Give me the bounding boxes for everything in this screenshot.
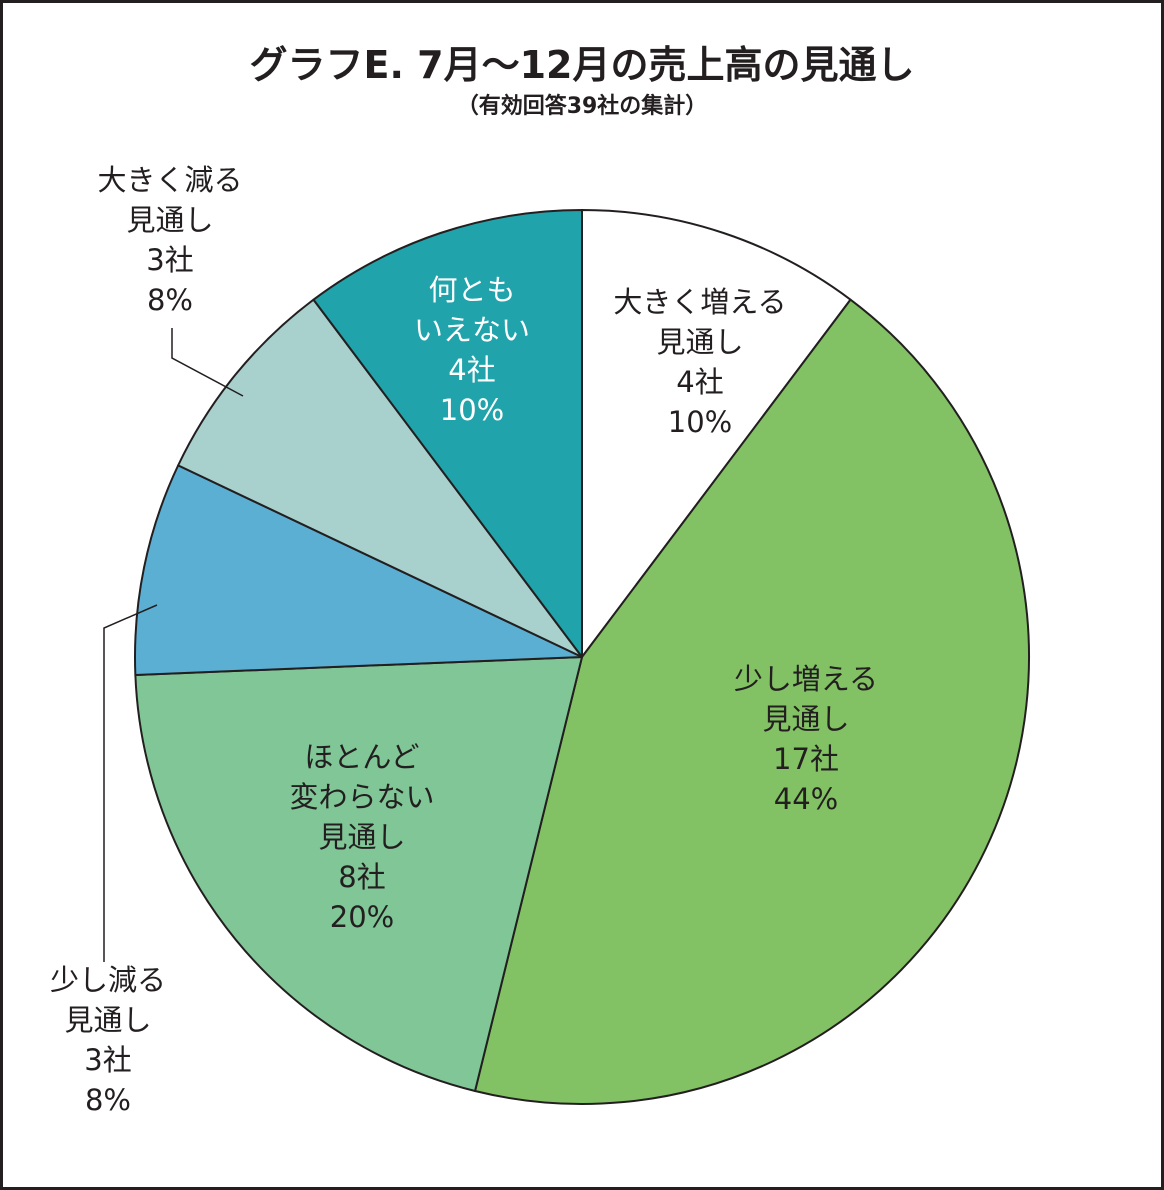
slice-label-line: 変わらない xyxy=(289,780,434,814)
slice-label-line: 見通し xyxy=(64,1003,151,1037)
slice-label-line: 見通し xyxy=(762,702,849,736)
slice-label-line: いえない xyxy=(414,313,530,347)
slice-count: 17社 xyxy=(773,742,839,776)
slice-percent: 8% xyxy=(85,1083,131,1117)
leader-line-5 xyxy=(171,328,244,397)
slice-percent: 44% xyxy=(774,782,838,816)
leader-line-4 xyxy=(103,604,158,962)
slice-label-line: 見通し xyxy=(318,820,405,854)
slice-count: 4社 xyxy=(448,353,495,387)
slice-label-line: 見通し xyxy=(656,325,743,359)
pie-slices xyxy=(134,209,1030,1105)
chart-subtitle: （有効回答39社の集計） xyxy=(457,93,708,119)
slice-percent: 10% xyxy=(440,393,504,427)
slice-label-line: 何とも xyxy=(428,273,515,307)
slice-count: 3社 xyxy=(84,1043,131,1077)
pie-slice-1 xyxy=(581,209,852,658)
pie-slice-5 xyxy=(177,298,583,658)
slice-label-line: 少し増える xyxy=(734,662,878,696)
slice-count: 3社 xyxy=(146,243,193,277)
slice-label-line: 大きく減る xyxy=(97,163,242,197)
slice-percent: 8% xyxy=(147,283,193,317)
slice-count: 8社 xyxy=(338,860,385,894)
pie-slice-4 xyxy=(134,464,583,676)
slice-label-line: ほとんど xyxy=(304,740,419,774)
slice-label-line: 大きく増える xyxy=(613,285,786,319)
pie-slice-6 xyxy=(312,209,583,658)
pie-slice-3 xyxy=(134,656,583,1093)
leader-lines xyxy=(103,328,244,962)
slice-percent: 20% xyxy=(330,900,394,934)
chart-title: グラフE. 7月～12月の売上高の見通し xyxy=(250,43,915,87)
slice-label-line: 見通し xyxy=(126,203,213,237)
slice-labels: 大きく増える見通し4社10%少し増える見通し17社44%ほとんど変わらない見通し… xyxy=(50,163,878,1117)
slice-count: 4社 xyxy=(676,365,723,399)
slice-percent: 10% xyxy=(668,405,732,439)
pie-slice-2 xyxy=(474,298,1030,1105)
slice-label-line: 少し減る xyxy=(50,963,166,997)
